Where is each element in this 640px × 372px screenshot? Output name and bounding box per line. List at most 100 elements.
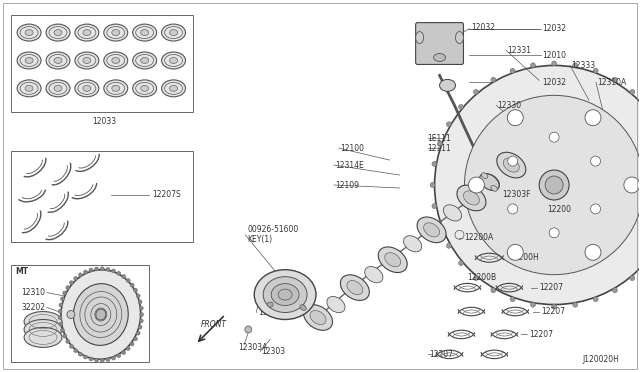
Ellipse shape [104, 52, 128, 69]
Ellipse shape [141, 30, 148, 36]
Ellipse shape [481, 174, 499, 190]
Ellipse shape [531, 63, 536, 68]
Text: 12200H: 12200H [509, 253, 539, 262]
Circle shape [585, 244, 601, 260]
Text: 12303A: 12303A [238, 343, 268, 352]
Ellipse shape [46, 24, 70, 41]
Ellipse shape [437, 224, 442, 229]
Ellipse shape [593, 68, 598, 73]
Text: 12207: 12207 [429, 350, 454, 359]
Text: 12032: 12032 [542, 78, 566, 87]
Ellipse shape [161, 52, 186, 69]
Ellipse shape [138, 300, 142, 304]
Circle shape [508, 110, 524, 126]
Text: 12330: 12330 [497, 101, 522, 110]
Ellipse shape [95, 358, 99, 362]
Ellipse shape [100, 358, 104, 362]
Text: FRONT: FRONT [200, 320, 227, 329]
Text: 12310: 12310 [21, 288, 45, 297]
Ellipse shape [83, 86, 91, 92]
Ellipse shape [417, 217, 446, 243]
Ellipse shape [54, 30, 62, 36]
Ellipse shape [130, 283, 134, 287]
Ellipse shape [54, 58, 62, 64]
Ellipse shape [463, 191, 479, 205]
Text: 12100: 12100 [340, 144, 364, 153]
Text: 12032: 12032 [542, 24, 566, 33]
Text: 12109: 12109 [335, 180, 359, 189]
Text: 12303F: 12303F [502, 190, 531, 199]
Ellipse shape [116, 354, 121, 358]
Ellipse shape [46, 52, 70, 69]
Ellipse shape [244, 326, 252, 333]
Ellipse shape [170, 58, 177, 64]
Text: 12314E: 12314E [335, 161, 364, 170]
Ellipse shape [66, 340, 70, 343]
Ellipse shape [457, 185, 486, 211]
Ellipse shape [89, 268, 93, 272]
Text: 1E111: 1E111 [428, 134, 451, 143]
Ellipse shape [126, 279, 130, 282]
Ellipse shape [474, 89, 479, 94]
Ellipse shape [25, 30, 33, 36]
Ellipse shape [132, 80, 157, 97]
Ellipse shape [481, 173, 488, 179]
Ellipse shape [347, 280, 363, 295]
Ellipse shape [510, 297, 515, 302]
Ellipse shape [112, 30, 120, 36]
Ellipse shape [126, 347, 130, 350]
Circle shape [508, 244, 524, 260]
Ellipse shape [458, 261, 463, 266]
Circle shape [624, 177, 640, 193]
Ellipse shape [112, 86, 120, 92]
Bar [11, 265, 148, 362]
Ellipse shape [340, 275, 369, 301]
Text: 12032: 12032 [472, 23, 495, 32]
Ellipse shape [378, 247, 407, 273]
Text: 12303: 12303 [261, 347, 285, 356]
Ellipse shape [70, 281, 74, 285]
Ellipse shape [58, 316, 62, 320]
Ellipse shape [116, 271, 121, 275]
Ellipse shape [254, 270, 316, 320]
Ellipse shape [96, 309, 106, 320]
Ellipse shape [63, 334, 67, 338]
Ellipse shape [83, 30, 91, 36]
Ellipse shape [132, 52, 157, 69]
Ellipse shape [132, 24, 157, 41]
Ellipse shape [63, 291, 67, 295]
Text: 12207: 12207 [539, 283, 563, 292]
Ellipse shape [89, 357, 93, 361]
Ellipse shape [74, 349, 77, 353]
Ellipse shape [140, 306, 143, 310]
Ellipse shape [95, 267, 99, 271]
Ellipse shape [263, 277, 307, 312]
Ellipse shape [66, 286, 70, 289]
Ellipse shape [456, 32, 463, 44]
Ellipse shape [67, 311, 75, 318]
Ellipse shape [531, 302, 536, 307]
Ellipse shape [415, 32, 424, 44]
Ellipse shape [170, 30, 177, 36]
Ellipse shape [327, 296, 345, 312]
Ellipse shape [510, 68, 515, 73]
Ellipse shape [17, 24, 41, 41]
Ellipse shape [440, 79, 456, 92]
Circle shape [591, 204, 600, 214]
FancyBboxPatch shape [415, 23, 463, 64]
Ellipse shape [79, 352, 83, 356]
Ellipse shape [60, 328, 65, 332]
Ellipse shape [17, 80, 41, 97]
Ellipse shape [497, 152, 526, 178]
Bar [11, 15, 193, 112]
Ellipse shape [84, 355, 88, 359]
Text: 12333: 12333 [571, 61, 595, 70]
Text: 12010: 12010 [542, 51, 566, 60]
Text: MT: MT [15, 267, 28, 276]
Ellipse shape [25, 58, 33, 64]
Ellipse shape [59, 322, 63, 326]
Ellipse shape [106, 267, 110, 272]
Ellipse shape [141, 86, 148, 92]
Ellipse shape [630, 276, 635, 280]
Text: 12331: 12331 [508, 46, 531, 55]
